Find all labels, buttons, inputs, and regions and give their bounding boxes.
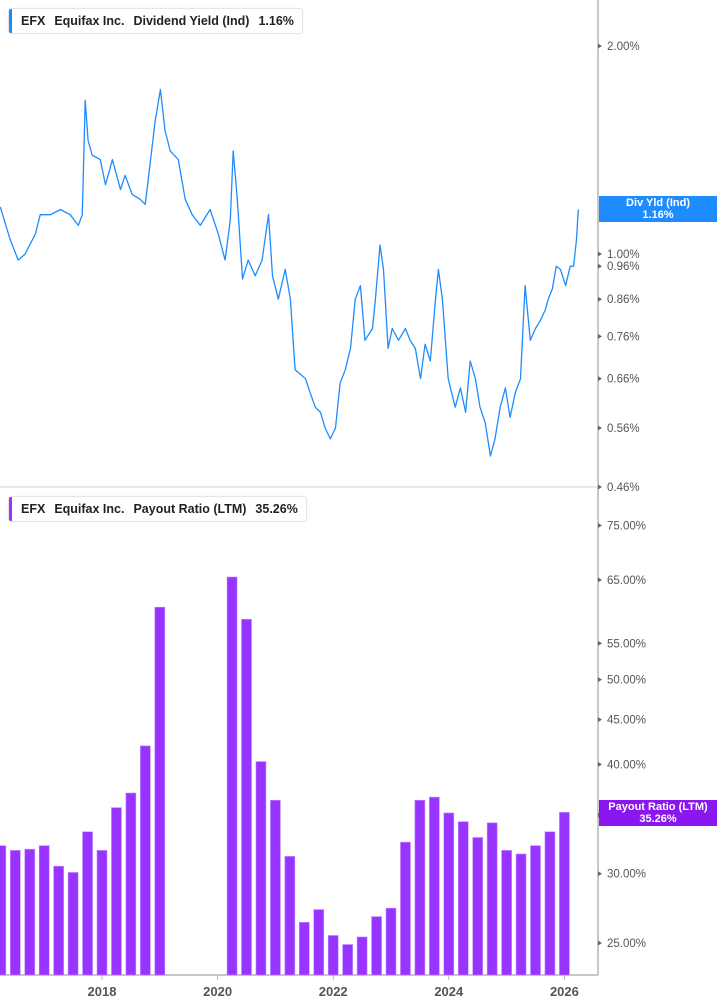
- x-tick-label: 2022: [319, 984, 348, 999]
- y-tick-mark: [598, 43, 602, 49]
- y-tick-label: 75.00%: [607, 521, 646, 533]
- legend-color-swatch: [9, 497, 12, 521]
- y-tick-mark: [598, 717, 602, 723]
- legend-company: Equifax Inc.: [54, 14, 125, 28]
- y-tick-mark: [598, 640, 602, 646]
- y-tick-label: 0.96%: [607, 261, 640, 273]
- x-tick-label: 2020: [203, 984, 232, 999]
- legend-color-swatch: [9, 9, 12, 33]
- payout-bar: [53, 865, 64, 976]
- payout-bar: [10, 850, 21, 976]
- y-tick-mark: [598, 296, 602, 302]
- payout-bar: [96, 850, 108, 976]
- payout-bar: [472, 837, 484, 976]
- payout-bar: [313, 909, 325, 976]
- payout-bar: [544, 831, 556, 976]
- payout-bar: [515, 853, 527, 976]
- payout-bar: [298, 921, 310, 976]
- payout-bar: [342, 944, 353, 976]
- y-tick-mark: [598, 484, 602, 490]
- legend-value: 1.16%: [258, 14, 294, 28]
- y-tick-label: 0.86%: [607, 294, 640, 306]
- y-tick-label: 30.00%: [607, 869, 646, 881]
- payout-bar: [111, 807, 122, 976]
- y-tick-mark: [598, 677, 602, 683]
- y-tick-label: 25.00%: [607, 938, 646, 950]
- payout-bar: [356, 936, 368, 976]
- payout-bar: [530, 845, 541, 976]
- payout-bar: [486, 822, 498, 976]
- payout-bar: [241, 618, 252, 976]
- y-tick-label: 50.00%: [607, 675, 646, 687]
- payout-bar: [67, 872, 79, 976]
- flag-value: 35.26%: [639, 813, 677, 825]
- y-tick-label: 55.00%: [607, 638, 646, 650]
- y-tick-label: 0.76%: [607, 331, 640, 343]
- payout-bar: [501, 850, 512, 976]
- payout-bar: [327, 935, 339, 976]
- legend-value: 35.26%: [255, 502, 298, 516]
- payout-bar: [400, 841, 411, 976]
- payout-bar: [255, 761, 267, 976]
- legend-ticker: EFX: [21, 14, 46, 28]
- payout-bar: [226, 576, 238, 976]
- payout-bar: [429, 796, 440, 976]
- legend-ticker: EFX: [21, 502, 46, 516]
- y-tick-label: 0.66%: [607, 374, 640, 386]
- payout-bar: [414, 799, 426, 976]
- y-tick-mark: [598, 871, 602, 877]
- dividend-yield-line: [0, 88, 579, 457]
- y-tick-label: 65.00%: [607, 575, 646, 587]
- y-tick-label: 45.00%: [607, 715, 646, 727]
- y-tick-label: 1.00%: [607, 249, 640, 261]
- y-tick-mark: [598, 333, 602, 339]
- y-tick-mark: [598, 523, 602, 529]
- dividend-yield-price-flag: Div Yld (Ind) 1.16%: [599, 196, 717, 222]
- payout-bar: [125, 792, 137, 976]
- payout-ratio-price-flag: Payout Ratio (LTM) 35.26%: [599, 800, 717, 826]
- y-tick-mark: [598, 376, 602, 382]
- payout-bar: [154, 606, 166, 976]
- payout-bar: [284, 856, 296, 976]
- legend-metric: Dividend Yield (Ind): [133, 14, 250, 28]
- payout-bar: [0, 845, 7, 976]
- y-tick-label: 2.00%: [607, 41, 640, 53]
- x-tick-label: 2018: [88, 984, 117, 999]
- payout-bar: [24, 848, 36, 976]
- x-tick-label: 2024: [434, 984, 464, 999]
- y-tick-mark: [598, 251, 602, 257]
- payout-bar: [82, 831, 93, 976]
- y-tick-mark: [598, 940, 602, 946]
- legend-company: Equifax Inc.: [54, 502, 125, 516]
- payout-bar: [371, 916, 382, 976]
- flag-label: Payout Ratio (LTM): [608, 801, 708, 813]
- legend-metric: Payout Ratio (LTM): [133, 502, 247, 516]
- y-tick-mark: [598, 577, 602, 583]
- payout-bar: [559, 812, 570, 976]
- x-tick-label: 2026: [550, 984, 579, 999]
- y-tick-label: 0.46%: [607, 482, 640, 494]
- payout-bar: [38, 845, 50, 976]
- flag-label: Div Yld (Ind): [626, 197, 690, 209]
- y-tick-label: 40.00%: [607, 759, 646, 771]
- payout-bar: [385, 907, 397, 976]
- y-tick-label: 0.56%: [607, 423, 640, 435]
- y-tick-mark: [598, 263, 602, 269]
- y-tick-mark: [598, 761, 602, 767]
- flag-value: 1.16%: [642, 209, 674, 221]
- legend-dividend-yield[interactable]: EFX Equifax Inc. Dividend Yield (Ind) 1.…: [8, 8, 303, 34]
- payout-bar: [443, 812, 455, 976]
- y-tick-mark: [598, 425, 602, 431]
- legend-payout-ratio[interactable]: EFX Equifax Inc. Payout Ratio (LTM) 35.2…: [8, 496, 307, 522]
- payout-bar: [270, 799, 281, 976]
- payout-bar: [457, 821, 469, 976]
- payout-bar: [140, 745, 151, 976]
